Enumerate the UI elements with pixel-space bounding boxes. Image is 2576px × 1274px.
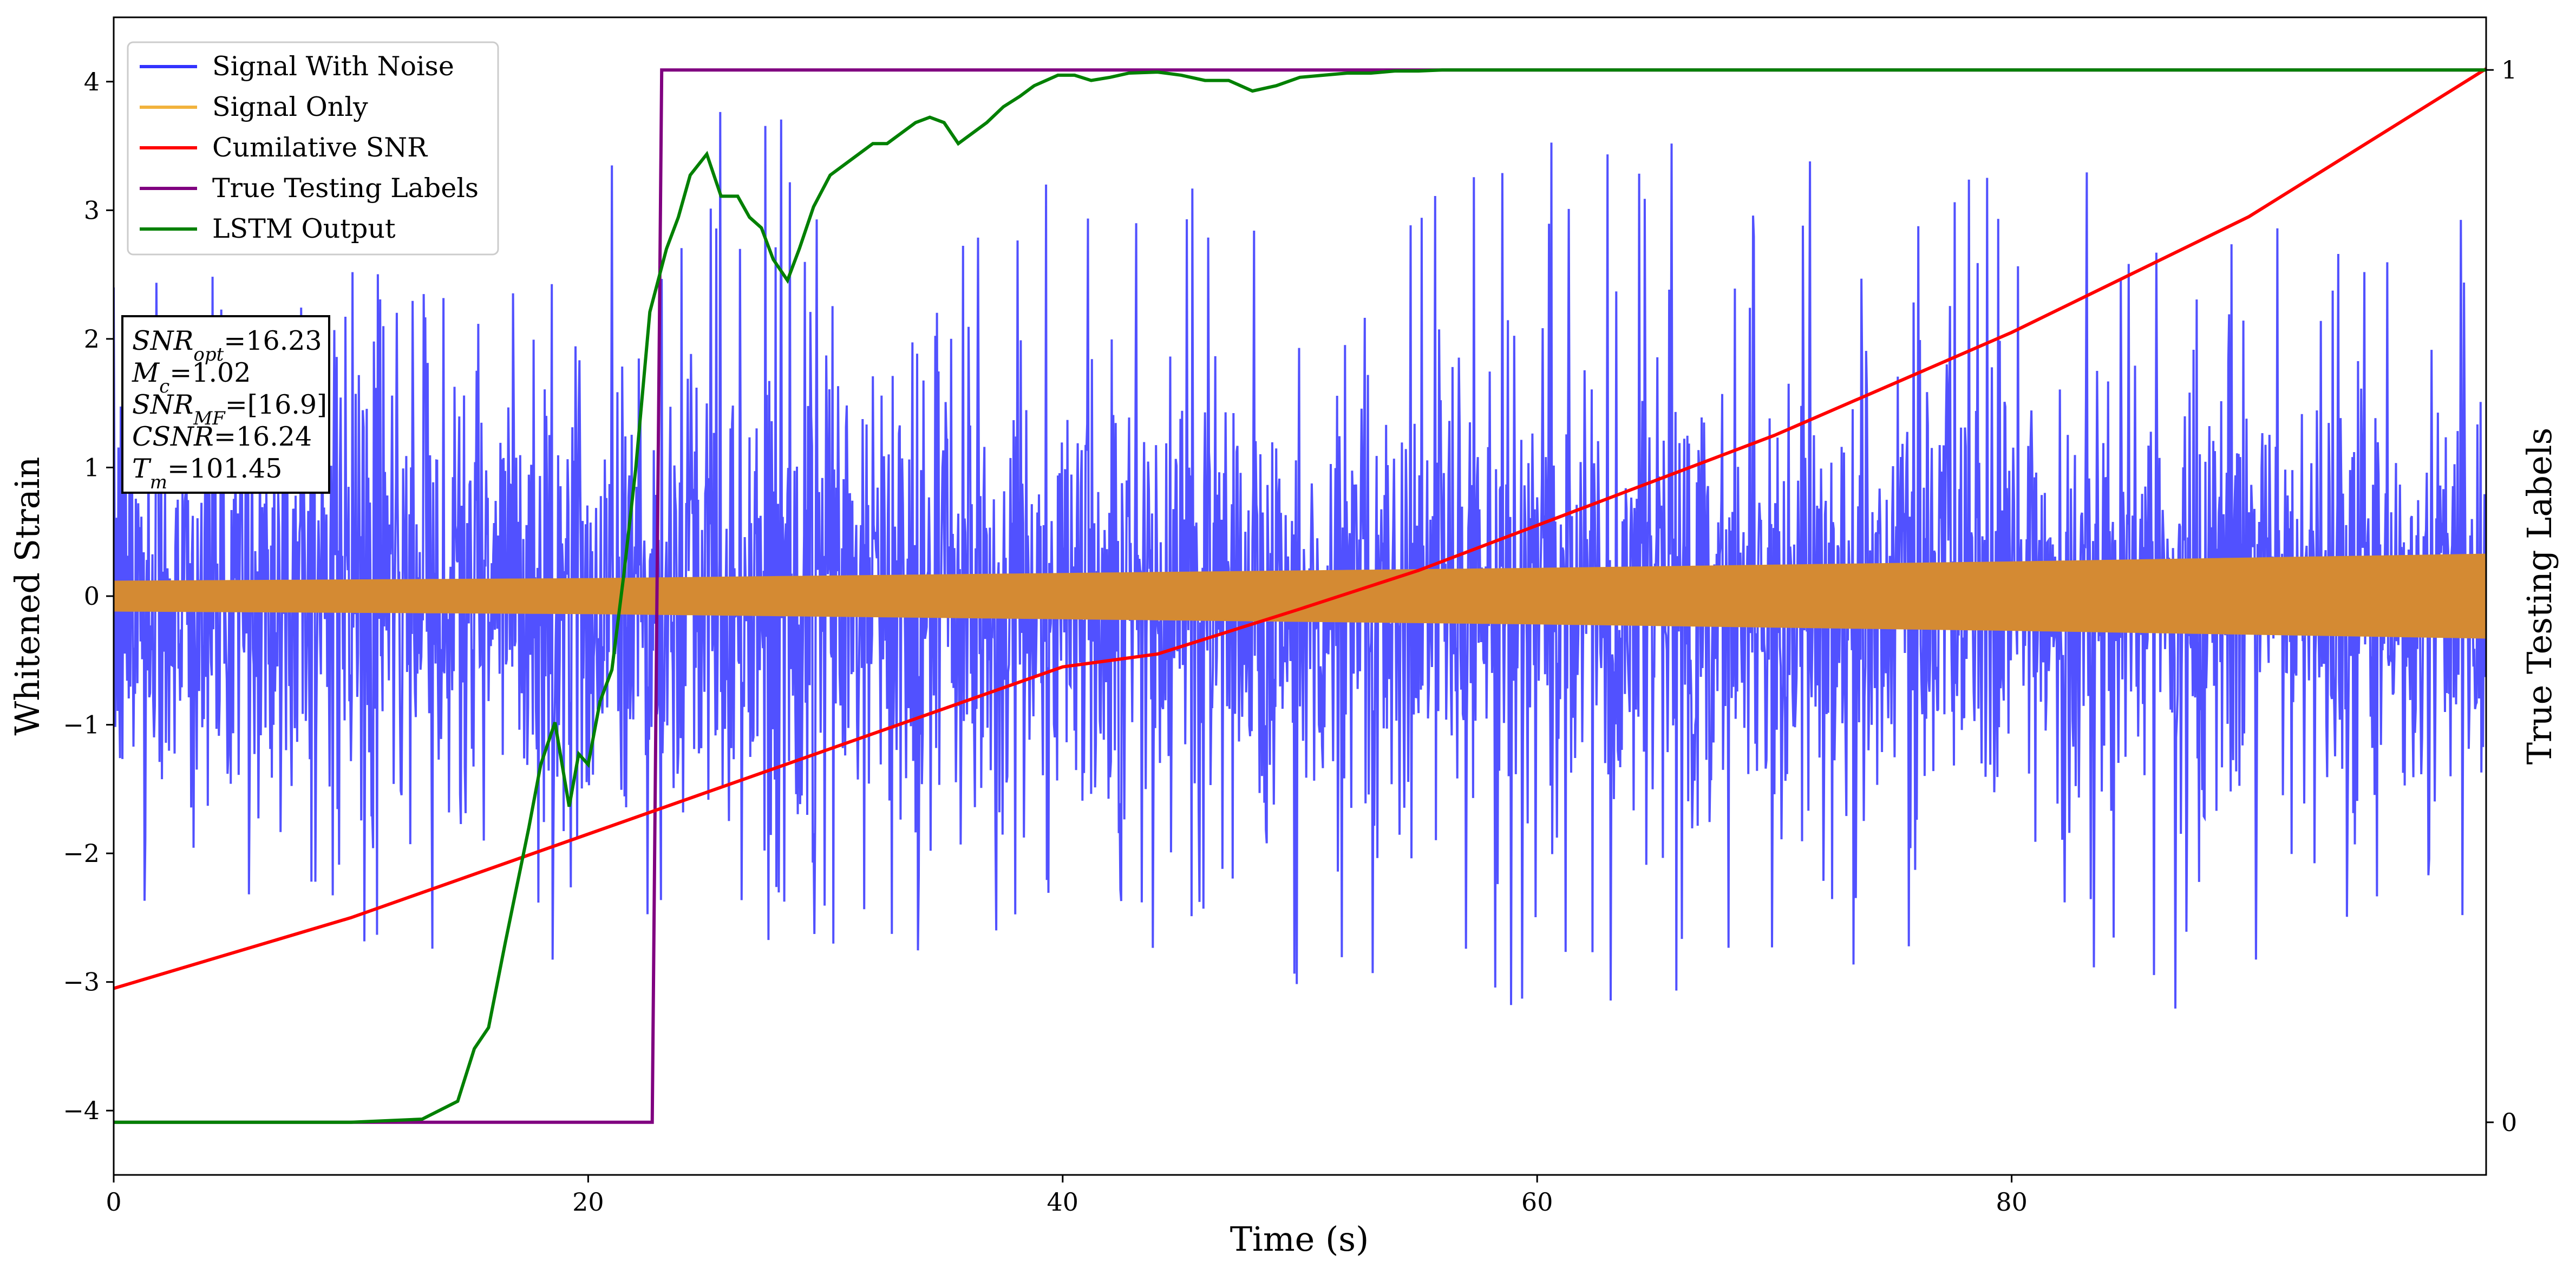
right-axis-title: True Testing Labels: [2520, 428, 2559, 765]
info-line: CSNR=16.24: [132, 421, 312, 452]
y-axis-title: Whitened Strain: [8, 457, 47, 736]
signal-only-band: [114, 553, 2486, 639]
series-layer: [114, 67, 2486, 1124]
legend-label: LSTM Output: [212, 213, 396, 244]
right-y-tick-label: 1: [2501, 55, 2517, 84]
x-tick-label: 60: [1521, 1187, 1553, 1217]
info-box-frame: [121, 315, 330, 494]
y-tick-label: 2: [84, 324, 100, 354]
info-box: SNRopt=16.23Mc=1.02SNRMF=[16.9]CSNR=16.2…: [121, 315, 330, 494]
x-axis-title: Time (s): [1230, 1219, 1369, 1259]
info-line: SNRMF=[16.9]: [132, 389, 327, 429]
legend: Signal With Noise Signal Only Cumilative S…: [127, 41, 499, 256]
y-tick-label: −4: [63, 1096, 100, 1125]
legend-label: True Testing Labels: [212, 173, 479, 204]
right-y-tick-label: 0: [2501, 1108, 2517, 1137]
x-tick-label: 40: [1047, 1187, 1079, 1217]
y-tick-label: −1: [63, 710, 100, 740]
lstm-output-line: [114, 68, 2486, 1124]
legend-label: Signal Only: [212, 92, 368, 122]
x-tick-label: 20: [572, 1187, 604, 1217]
legend-box: [127, 41, 499, 256]
y-tick-label: 1: [84, 453, 100, 482]
info-line: SNRopt=16.23: [132, 325, 322, 365]
y-tick-label: 4: [84, 67, 100, 96]
info-line: Tm=101.45: [132, 453, 282, 493]
x-tick-label: 0: [106, 1187, 121, 1217]
y-tick-label: 0: [84, 582, 100, 611]
legend-label: Signal With Noise: [212, 51, 454, 82]
info-line: Mc=1.02: [132, 357, 251, 397]
signal-with-noise-line: [114, 112, 2486, 1009]
y-tick-label: −2: [63, 839, 100, 868]
legend-label: Cumilative SNR: [212, 132, 428, 163]
y-tick-label: 3: [84, 195, 100, 225]
x-tick-label: 80: [1996, 1187, 2028, 1217]
cumulative-snr-line: [114, 67, 2486, 990]
y-tick-label: −3: [63, 968, 100, 997]
